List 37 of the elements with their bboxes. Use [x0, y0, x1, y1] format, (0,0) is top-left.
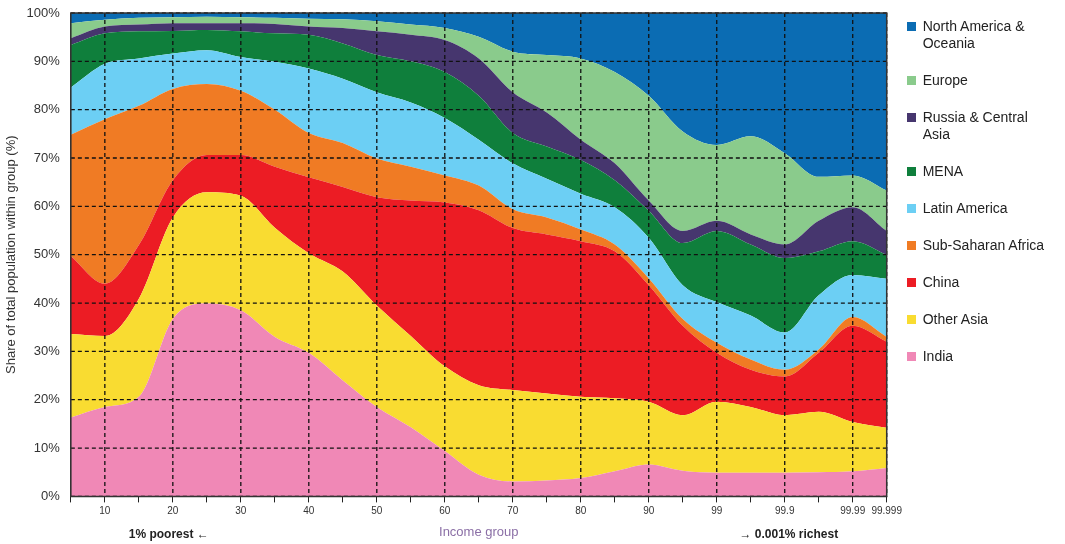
- x-axis-title: Income group: [439, 523, 519, 539]
- y-tick-label: 20%: [33, 391, 61, 407]
- x-tick-label: 60: [439, 505, 451, 517]
- legend-label: North America & Oceania: [922, 18, 1026, 52]
- legend-label: Europe: [922, 72, 968, 89]
- y-tick-label: 50%: [33, 246, 61, 262]
- legend-label: MENA: [922, 163, 964, 180]
- text: → 0.001% richest: [739, 527, 839, 541]
- y-tick-label: 80%: [33, 101, 61, 117]
- x-tick-label: 30: [235, 505, 247, 517]
- y-tick-label: 0%: [41, 487, 61, 503]
- y-axis-title: Share of total population within group (%): [3, 135, 19, 374]
- y-tick-label: 60%: [33, 197, 61, 213]
- y-tick-label: 30%: [33, 342, 61, 358]
- legend-label: Sub-Saharan Africa: [922, 237, 1045, 254]
- x-tick-label: 20: [167, 505, 179, 517]
- y-tick-label: 70%: [33, 149, 61, 165]
- legend-label: China: [922, 274, 960, 291]
- y-tick-label: 90%: [33, 52, 61, 68]
- x-tick-label: 70: [507, 505, 519, 517]
- legend-label: Other Asia: [922, 311, 989, 328]
- x-tick-label: 40: [303, 505, 315, 517]
- x-tick-label: 99.999: [871, 505, 903, 517]
- legend-label: Latin America: [922, 200, 1008, 217]
- x-tick-label: 99.99: [840, 505, 866, 517]
- x-tick-label: 99: [711, 505, 723, 517]
- legend-label: India: [922, 348, 954, 365]
- y-tick-label: 100%: [26, 4, 61, 20]
- x-tick-label: 80: [575, 505, 587, 517]
- text: 1% poorest ←: [128, 527, 209, 541]
- legend-label: Russia & Central Asia: [922, 109, 1029, 143]
- x-tick-label: 99.9: [774, 505, 795, 517]
- y-tick-label: 40%: [33, 294, 61, 310]
- x-tick-label: 90: [643, 505, 655, 517]
- x-tick-label: 50: [371, 505, 383, 517]
- y-tick-label: 10%: [33, 439, 61, 455]
- x-tick-label: 10: [99, 505, 111, 517]
